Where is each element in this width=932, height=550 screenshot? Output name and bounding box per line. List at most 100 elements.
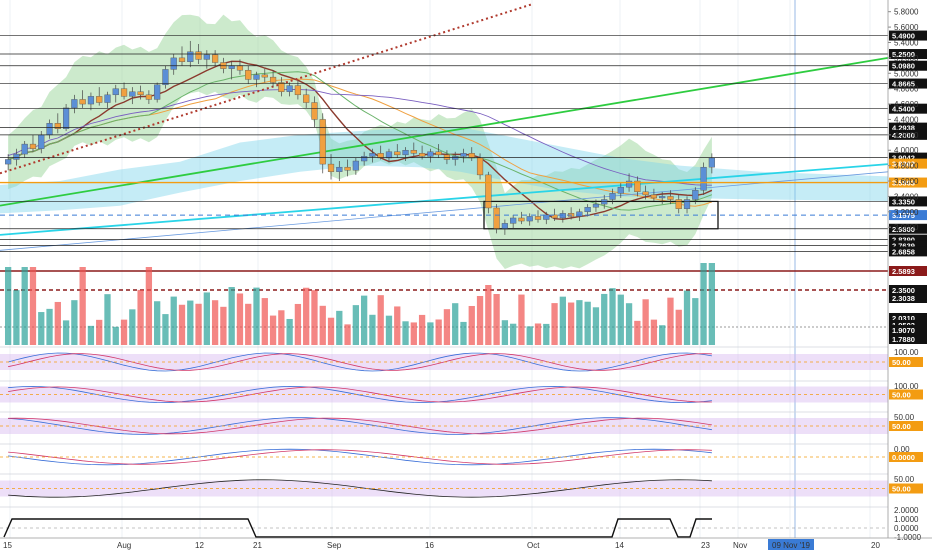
osc-line-b [8, 386, 712, 403]
volume-bar [13, 290, 20, 345]
time-tick-label: 21 [253, 541, 262, 550]
volume-bar [54, 301, 61, 345]
candle [435, 144, 442, 158]
candle [551, 208, 558, 222]
price-tick-label: 3.6000 [894, 177, 919, 186]
candle-body [468, 153, 475, 159]
time-tick-label: 20 [871, 541, 880, 550]
blue-cloud [0, 127, 888, 214]
candle [443, 150, 451, 165]
candle-body [625, 180, 633, 188]
volume-bar [269, 315, 277, 345]
osc-line-a [8, 479, 712, 498]
volume-bar [435, 319, 442, 345]
volume-bar [360, 295, 368, 345]
volume-bar [311, 290, 318, 345]
osc-tick-label: 100.00 [894, 382, 919, 391]
volume-bar [154, 301, 161, 345]
volume-level-tag [889, 266, 927, 276]
candle [54, 113, 61, 134]
candle-body [559, 213, 566, 219]
candle [5, 154, 12, 171]
osc-level-tag [889, 357, 923, 367]
price-level-tag [889, 49, 927, 60]
volume-bar [104, 294, 111, 345]
candle [336, 161, 343, 182]
candle-body [112, 88, 119, 96]
volume-bar [418, 314, 426, 345]
volume-bar [452, 303, 459, 345]
volume-bar [468, 305, 475, 345]
volume-bar [526, 326, 533, 345]
price-tick-label: 5.8000 [894, 8, 919, 17]
price-level-tag [889, 158, 927, 169]
candle [650, 188, 658, 202]
candle [170, 54, 177, 75]
volume-bar [79, 267, 86, 345]
candle [642, 185, 649, 200]
candle [601, 194, 608, 209]
candle-body [427, 151, 434, 157]
ma-brown-line [7, 60, 713, 221]
price-level-label: 4.8665 [892, 80, 915, 89]
volume-bar [460, 321, 467, 345]
volume-bar [576, 300, 583, 345]
volume-bar [377, 295, 384, 345]
volume-bar [253, 287, 260, 345]
volume-bar [336, 310, 343, 345]
candle [352, 157, 359, 175]
trend-line [0, 56, 889, 207]
candle [62, 104, 70, 131]
volume-bar [708, 263, 716, 345]
volume-bar [327, 317, 335, 345]
osc-level-label: 0.0000 [892, 453, 915, 462]
volume-bar [650, 319, 658, 345]
trend-line-thin [0, 171, 889, 251]
time-tick-label: 09 Nov '19 [772, 541, 811, 550]
candle [96, 87, 103, 106]
volume-bar [228, 287, 235, 345]
candle-body [319, 119, 326, 165]
price-level-label: 3.5803 [892, 179, 915, 188]
candle-body [650, 194, 658, 199]
volume-bar [427, 322, 434, 345]
price-tick-label: 3.2000 [894, 208, 919, 217]
candle-body [162, 69, 169, 86]
volume-bar [46, 308, 53, 345]
volume-bar [493, 293, 500, 345]
volume-bar [178, 304, 186, 345]
candle [518, 211, 525, 225]
volume-level-label: 2.3500 [892, 286, 915, 295]
osc-line-a [8, 385, 712, 404]
volume-bar [203, 292, 210, 345]
volume-bar [510, 323, 517, 345]
price-level-label: 2.8390 [892, 236, 915, 245]
volume-bar [617, 294, 624, 345]
candle-body [361, 156, 368, 162]
price-tick-label: 5.4000 [894, 38, 919, 47]
candle [460, 148, 467, 163]
volume-bar [476, 295, 484, 345]
osc-level-label: 50.00 [892, 358, 911, 367]
candle [369, 148, 376, 163]
price-level-tag [889, 78, 927, 89]
candle [418, 145, 426, 160]
price-tick-label: 4.4000 [894, 115, 919, 124]
candle-body [659, 196, 666, 199]
candle-body [46, 123, 53, 136]
volume-bar [38, 312, 45, 345]
candle-body [71, 99, 78, 109]
candle-body [269, 76, 277, 83]
candle [584, 204, 591, 217]
candle-body [203, 54, 210, 60]
candle [269, 70, 277, 88]
candle-body [394, 151, 401, 156]
volume-bar [534, 323, 542, 345]
candle [319, 113, 326, 174]
volume-bar [700, 263, 707, 345]
candle [178, 46, 186, 66]
candle [427, 148, 434, 163]
volume-bar [567, 302, 575, 345]
osc-tick-label: 50.00 [894, 413, 915, 422]
